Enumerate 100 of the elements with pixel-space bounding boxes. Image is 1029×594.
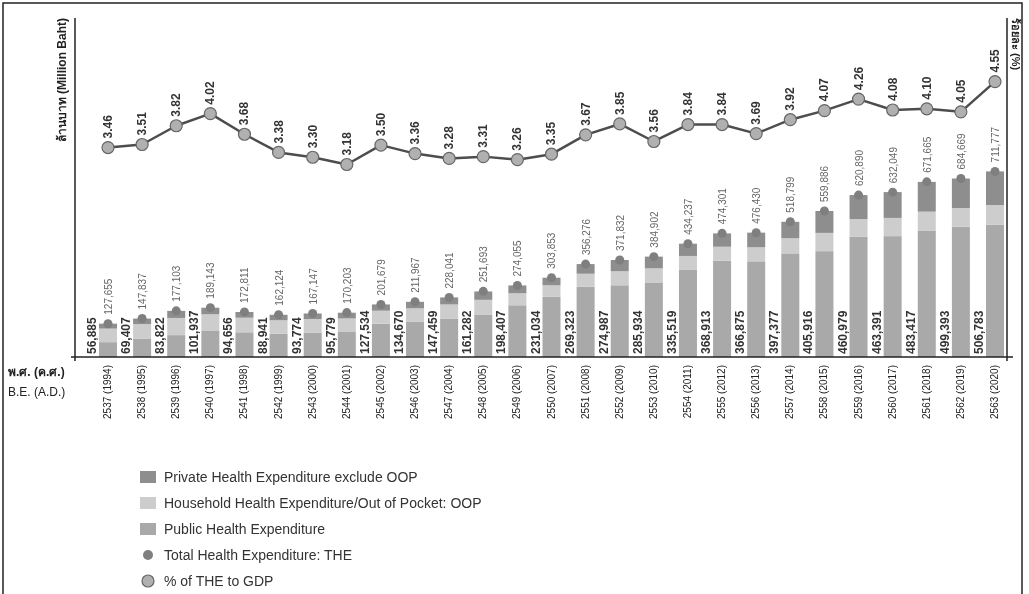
- point: [886, 103, 900, 117]
- data-label: 3.36: [408, 120, 423, 145]
- data-label: 684,669: [955, 132, 967, 170]
- bar: [849, 219, 868, 237]
- data-label: 251,693: [478, 245, 490, 283]
- data-label: 3.35: [544, 121, 559, 146]
- bar: [644, 268, 663, 283]
- data-label: 474,301: [717, 187, 729, 225]
- data-label: 366,875: [733, 310, 748, 354]
- point: [101, 140, 115, 155]
- bar: [440, 318, 459, 357]
- legend-item: Total Health Expenditure: THE: [143, 547, 353, 563]
- data-label: 368,913: [699, 310, 714, 354]
- bar: [371, 310, 390, 324]
- bar: [883, 192, 902, 218]
- bar: [781, 253, 800, 357]
- point: [271, 145, 286, 159]
- data-label: 198,407: [494, 310, 509, 354]
- x-tick-label: 2550 (2007): [545, 365, 557, 419]
- point: [783, 113, 797, 127]
- x-tick-label: 2548 (2005): [477, 365, 489, 419]
- x-tick-label: 2560 (2017): [886, 365, 898, 419]
- bar: [713, 260, 732, 357]
- data-label: 101,937: [187, 310, 202, 354]
- y-axis-title: ล้านบาท (Million Baht): [55, 18, 69, 143]
- x-tick-label: 2540 (1997): [204, 365, 216, 419]
- point: [649, 252, 659, 262]
- point: [135, 137, 149, 152]
- data-label: 3.68: [237, 101, 252, 126]
- bar: [133, 338, 152, 357]
- bar: [303, 318, 322, 333]
- data-label: 460,979: [835, 310, 850, 354]
- bar: [747, 247, 766, 262]
- x-tick-label: 2557 (2014): [784, 365, 796, 419]
- data-label: 56,885: [85, 316, 99, 354]
- data-label: 4.05: [953, 79, 968, 103]
- bar: [167, 317, 186, 336]
- point: [854, 190, 864, 200]
- point: [851, 92, 866, 106]
- bar: [474, 299, 493, 315]
- data-label: 95,779: [323, 316, 338, 354]
- data-label: 83,822: [153, 316, 168, 354]
- data-label: 4.55: [988, 48, 1002, 73]
- bar: [849, 236, 868, 357]
- x-tick-label: 2561 (2018): [920, 365, 932, 419]
- data-label: 189,143: [205, 262, 217, 299]
- bar: [576, 286, 595, 357]
- data-label: 162,124: [273, 269, 285, 306]
- bar: [542, 296, 561, 357]
- bar: [644, 282, 663, 357]
- data-label: 274,987: [596, 310, 611, 354]
- data-label: 384,902: [648, 211, 660, 248]
- data-label: 127,655: [103, 278, 114, 315]
- bar: [951, 178, 970, 208]
- bar: [440, 304, 459, 319]
- bar: [508, 293, 527, 306]
- bar: [815, 210, 834, 233]
- x-tick-label: 2562 (2019): [954, 365, 966, 419]
- bar: [849, 195, 868, 220]
- x-tick-label: 2551 (2008): [579, 365, 591, 419]
- bar: [951, 208, 970, 227]
- data-label: 177,103: [171, 265, 183, 302]
- data-label: 371,832: [614, 214, 626, 252]
- data-label: 463,391: [869, 310, 884, 354]
- bar: [167, 335, 186, 357]
- x-tick-label: 2547 (2004): [443, 365, 455, 419]
- legend-item: % of THE to GDP: [141, 573, 274, 589]
- point: [717, 228, 727, 238]
- bar: [303, 332, 322, 357]
- point: [237, 127, 252, 141]
- x-tick-label: 2558 (2015): [818, 365, 830, 419]
- bar: [337, 318, 356, 333]
- x-tick-label: 2538 (1995): [136, 365, 148, 419]
- bar: [986, 205, 1004, 225]
- bar: [474, 314, 493, 357]
- point: [306, 150, 320, 164]
- data-label: 356,276: [580, 218, 592, 256]
- data-label: 3.84: [680, 91, 695, 116]
- bar: [371, 323, 390, 357]
- point: [512, 281, 522, 291]
- x-tick-label: 2544 (2001): [340, 365, 352, 419]
- point: [169, 119, 183, 133]
- data-label: 4.08: [885, 77, 900, 102]
- data-label: 3.50: [373, 112, 388, 137]
- bar: [201, 314, 220, 331]
- point: [274, 310, 284, 320]
- legend-item: Household Health Expenditure/Out of Pocket: OOP: [140, 495, 482, 511]
- point: [340, 157, 354, 172]
- point: [103, 319, 113, 329]
- point: [785, 217, 795, 227]
- data-label: 269,323: [562, 310, 577, 354]
- bar: [235, 332, 254, 357]
- data-label: 231,034: [528, 310, 543, 354]
- bar: [576, 273, 595, 287]
- point: [817, 104, 832, 118]
- data-label: 3.56: [646, 108, 661, 133]
- data-label: 69,407: [119, 316, 134, 354]
- bar: [610, 285, 629, 357]
- x-axis-title: พ.ศ. (ค.ศ.): [8, 365, 65, 379]
- data-label: 3.84: [715, 91, 730, 116]
